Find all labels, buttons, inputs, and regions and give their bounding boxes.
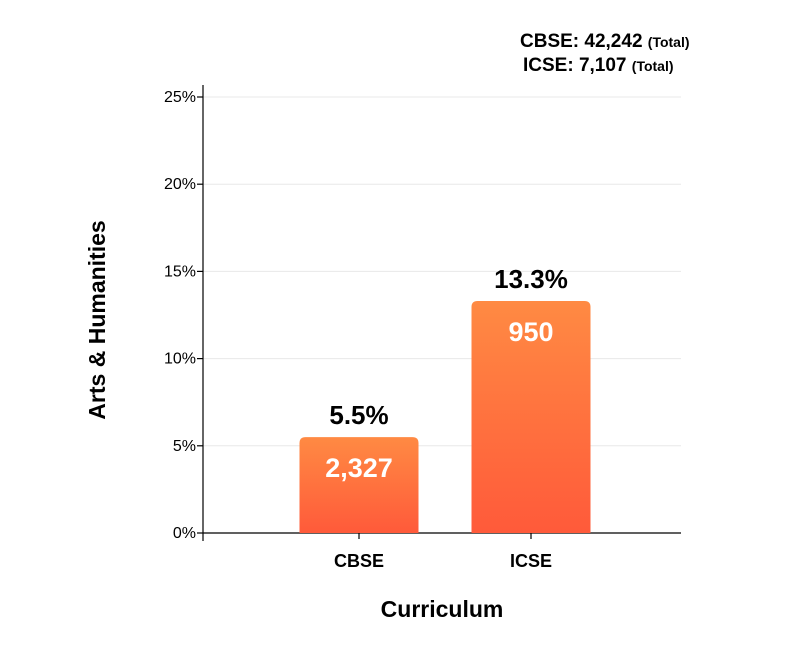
- cbse-total-note: (Total): [647, 34, 690, 50]
- cbse-total: CBSE: 42,242 (Total): [520, 30, 690, 54]
- y-tick-label: 0%: [173, 525, 196, 542]
- bar-cbse: [299, 437, 419, 533]
- bars: 5.5% 2,327 CBSE 13.3% 950 ICSE: [299, 264, 591, 571]
- y-tick-label: 25%: [164, 89, 196, 106]
- percent-label-icse: 13.3%: [494, 264, 568, 294]
- icse-total-note: (Total): [631, 58, 674, 75]
- axes: [202, 85, 681, 541]
- bar-icse: [471, 301, 591, 533]
- y-tick-label: 10%: [164, 351, 196, 368]
- x-tick-label-icse: ICSE: [510, 551, 552, 571]
- y-tick-label: 20%: [164, 176, 196, 193]
- y-axis-ticks: 0% 5% 10% 15% 20% 25%: [164, 89, 203, 542]
- icse-total-text: ICSE: 7,107: [523, 55, 627, 77]
- y-tick-label: 5%: [173, 438, 196, 455]
- x-tick-label-cbse: CBSE: [334, 551, 384, 571]
- count-label-icse: 950: [508, 317, 553, 347]
- totals-summary: CBSE: 42,242 (Total) ICSE: 7,107 (Total): [520, 30, 690, 79]
- cbse-total-text: CBSE: 42,242: [520, 31, 643, 52]
- x-axis-label: Curriculum: [381, 596, 504, 622]
- y-tick-label: 15%: [164, 263, 196, 280]
- grid-lines: [203, 96, 681, 447]
- icse-total: ICSE: 7,107 (Total): [523, 54, 690, 78]
- y-axis-label: Arts & Humanities: [84, 220, 110, 419]
- count-label-cbse: 2,327: [325, 453, 393, 483]
- percent-label-cbse: 5.5%: [329, 400, 388, 430]
